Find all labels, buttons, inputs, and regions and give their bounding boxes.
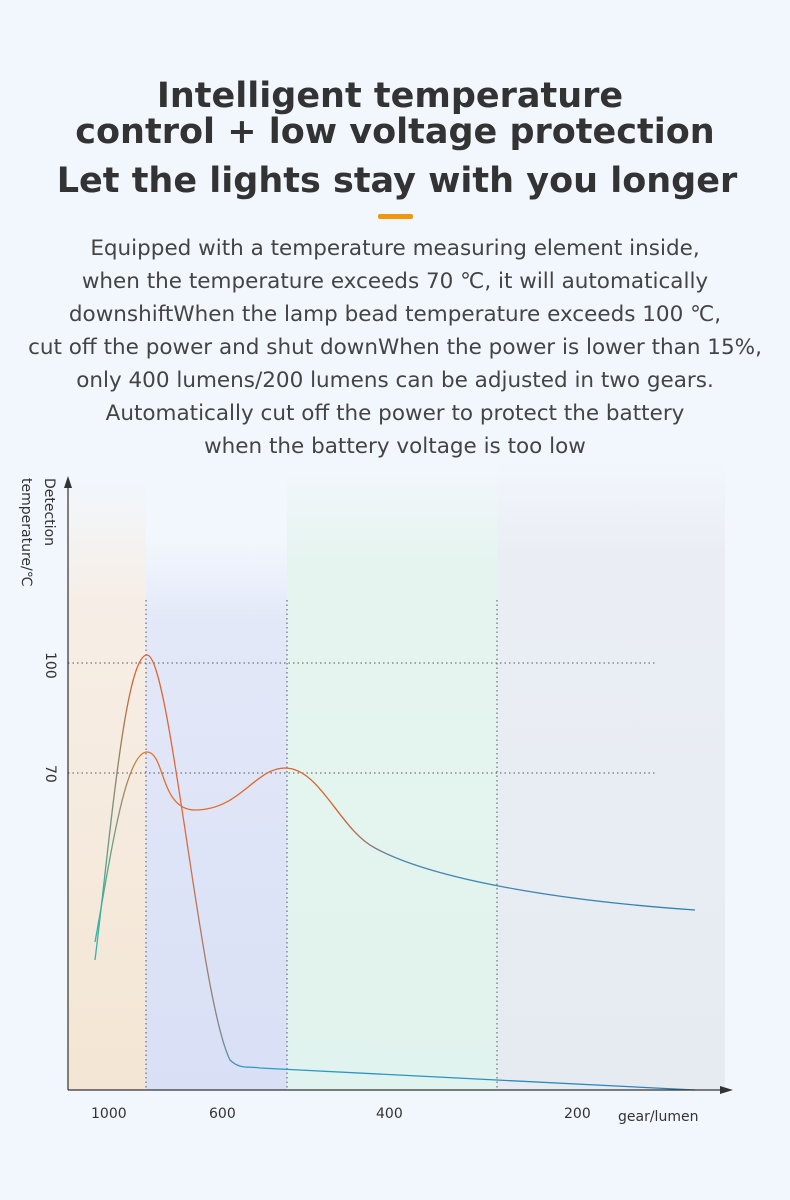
band [68, 480, 146, 1090]
description-line: Equipped with a temperature measuring el… [90, 236, 699, 261]
description: Equipped with a temperature measuring el… [28, 236, 762, 459]
curve [94, 654, 696, 1091]
description-line: Automatically cut off the power to prote… [106, 401, 685, 426]
accent-bar [378, 214, 413, 219]
band [497, 460, 725, 1090]
band [287, 465, 497, 1090]
x-axis-label: gear/lumen [618, 1109, 698, 1125]
title: control + low voltage protection [75, 112, 714, 152]
x-tick-label: 1000 [91, 1106, 127, 1122]
band [146, 540, 287, 1090]
arrow [720, 1086, 733, 1094]
description-line: only 400 lumens/200 lumens can be adjust… [76, 368, 714, 393]
description-line: when the temperature exceeds 70 ℃, it wi… [82, 269, 709, 294]
y-tick-label: 70 [42, 765, 58, 783]
curve [94, 751, 696, 943]
x-tick-label: 600 [209, 1106, 236, 1122]
description-line: downshiftWhen the lamp bead temperature … [69, 302, 721, 327]
title: Intelligent temperature [157, 76, 623, 116]
subtitle: Let the lights stay with you longer [57, 161, 738, 201]
y-tick-label: 100 [42, 652, 58, 679]
description-line: cut off the power and shut downWhen the … [28, 335, 762, 360]
x-tick-label: 200 [564, 1106, 591, 1122]
y-axis-label: temperature/℃ [18, 478, 34, 586]
guide-lines [68, 600, 655, 1090]
x-tick-label: 400 [376, 1106, 403, 1122]
description-line: when the battery voltage is too low [204, 434, 586, 459]
y-axis-label: Detection [41, 478, 57, 546]
arrow [64, 476, 72, 488]
